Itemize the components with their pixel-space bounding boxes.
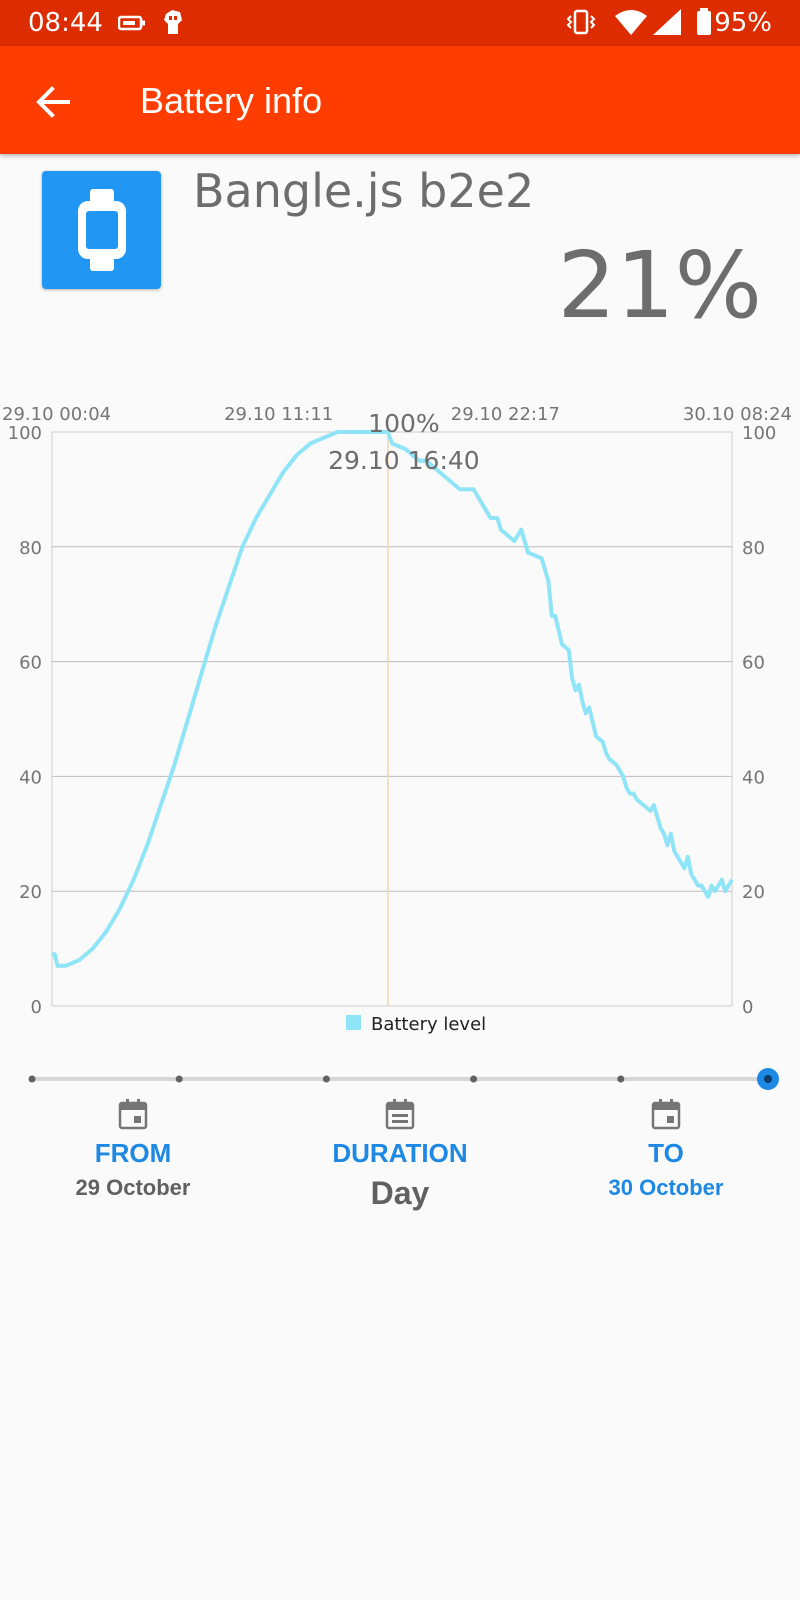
x-axis-top: 29.10 00:04 29.10 11:11 29.10 22:17 30.10 0… (2, 404, 792, 425)
to-value: 30 October (608, 1175, 724, 1200)
highlight-time: 29.10 16:40 (328, 446, 480, 475)
status-bar: 08:44 95% (0, 0, 800, 46)
y-tick-label: 0 (31, 997, 42, 1018)
slider-stop (617, 1075, 625, 1083)
from-label: FROM (94, 1138, 172, 1168)
slider-stop (470, 1075, 478, 1083)
y-tick-label: 100 (742, 423, 776, 444)
y-tick-label: 20 (19, 882, 42, 903)
device-avatar (42, 171, 161, 289)
slider-stop (28, 1075, 36, 1083)
x-tick-label: 29.10 11:11 (224, 404, 333, 425)
battery-icon (697, 8, 711, 35)
cellular-signal-icon (653, 9, 681, 35)
fist-icon (164, 10, 182, 34)
y-tick-label: 20 (742, 882, 765, 903)
duration-label: DURATION (332, 1138, 468, 1168)
x-tick-label: 29.10 22:17 (451, 404, 560, 425)
app-bar: Battery info (0, 46, 800, 154)
to-label: TO (648, 1138, 684, 1168)
slider-stop (322, 1075, 330, 1083)
page-title: Battery info (140, 80, 323, 121)
range-slider[interactable] (0, 1060, 800, 1100)
vibrate-icon (566, 9, 596, 35)
y-tick-label: 80 (742, 538, 765, 559)
duration-selector[interactable]: DURATION Day (290, 1098, 510, 1212)
watch-icon (78, 189, 126, 271)
y-tick-label: 60 (19, 653, 42, 674)
x-tick-label: 29.10 00:04 (2, 404, 111, 425)
legend-label: Battery level (371, 1014, 486, 1035)
status-battery-percent: 95% (714, 8, 772, 38)
status-time: 08:44 (28, 8, 103, 38)
device-name: Bangle.js b2e2 (193, 164, 535, 218)
calendar-icon (651, 1099, 681, 1130)
from-value: 29 October (75, 1175, 191, 1200)
duration-value: Day (370, 1175, 430, 1211)
to-selector[interactable]: TO 30 October (556, 1098, 776, 1201)
y-tick-label: 100 (8, 423, 42, 444)
y-tick-label: 40 (742, 767, 765, 788)
highlight-value: 100% (368, 409, 439, 438)
wifi-icon (615, 10, 647, 35)
y-axis-left: 0 20 40 60 80 100 (8, 423, 42, 1018)
arrow-back-icon[interactable] (32, 80, 76, 124)
calendar-icon (118, 1099, 148, 1130)
y-tick-label: 80 (19, 538, 42, 559)
legend-swatch (346, 1015, 361, 1030)
y-tick-label: 0 (742, 997, 753, 1018)
x-tick-label: 30.10 08:24 (683, 404, 792, 425)
chart-grid (51, 431, 733, 1007)
slider-thumb-center (764, 1075, 772, 1083)
battery-level-line[interactable] (52, 430, 734, 968)
y-tick-label: 40 (19, 767, 42, 788)
battery-level: 21% (557, 232, 762, 339)
battery-saver-icon (118, 15, 145, 31)
calendar-icon (385, 1099, 415, 1130)
y-axis-right: 0 20 40 60 80 100 (742, 423, 776, 1018)
from-selector[interactable]: FROM 29 October (23, 1098, 243, 1201)
slider-stop (175, 1075, 183, 1083)
y-tick-label: 60 (742, 653, 765, 674)
